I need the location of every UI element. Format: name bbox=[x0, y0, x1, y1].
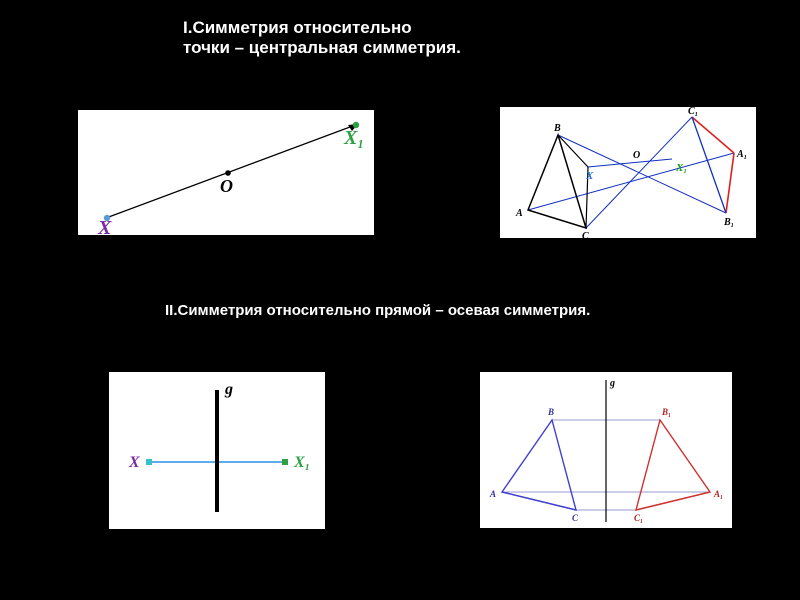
svg-text:A₁: A₁ bbox=[736, 149, 747, 160]
svg-text:B: B bbox=[547, 407, 554, 417]
heading-1-line1: I.Симметрия относительно bbox=[183, 18, 412, 37]
svg-text:B: B bbox=[553, 123, 561, 134]
diagram-2-panel: A B C X O X₁ A₁ B₁ C₁ bbox=[500, 107, 756, 238]
svg-text:A: A bbox=[489, 489, 496, 499]
diagram-4-svg: g A B C A₁ B₁ C₁ bbox=[480, 372, 732, 528]
diagram-3-svg: g X X₁ bbox=[109, 372, 325, 529]
svg-text:O: O bbox=[633, 150, 640, 161]
diagram-1-panel: X O X₁ bbox=[78, 110, 374, 235]
svg-text:g: g bbox=[609, 378, 615, 389]
diagram-4-panel: g A B C A₁ B₁ C₁ bbox=[480, 372, 732, 528]
svg-text:X: X bbox=[128, 454, 140, 471]
svg-text:C₁: C₁ bbox=[634, 513, 643, 523]
svg-text:X: X bbox=[585, 170, 594, 182]
svg-text:B₁: B₁ bbox=[661, 407, 671, 417]
heading-2: II.Симметрия относительно прямой – осева… bbox=[165, 302, 590, 319]
svg-text:C: C bbox=[572, 513, 579, 523]
heading-1: I.Симметрия относительно точки – централ… bbox=[183, 18, 461, 58]
svg-text:X: X bbox=[97, 217, 112, 235]
diagram-3-panel: g X X₁ bbox=[109, 372, 325, 529]
svg-text:X₁: X₁ bbox=[293, 454, 310, 471]
svg-text:X₁: X₁ bbox=[675, 162, 687, 174]
svg-text:C: C bbox=[582, 231, 589, 238]
svg-text:g: g bbox=[224, 381, 233, 398]
diagram-1-svg: X O X₁ bbox=[78, 110, 374, 235]
svg-text:A: A bbox=[515, 208, 523, 219]
heading-1-line2: точки – центральная симметрия. bbox=[183, 38, 461, 57]
svg-text:O: O bbox=[220, 176, 233, 196]
svg-text:X₁: X₁ bbox=[343, 127, 364, 149]
svg-text:C₁: C₁ bbox=[688, 107, 698, 117]
heading-2-text: II.Симметрия относительно прямой – осева… bbox=[165, 302, 590, 319]
diagram-2-svg: A B C X O X₁ A₁ B₁ C₁ bbox=[500, 107, 756, 238]
svg-text:B₁: B₁ bbox=[723, 217, 734, 228]
svg-text:A₁: A₁ bbox=[713, 489, 723, 499]
